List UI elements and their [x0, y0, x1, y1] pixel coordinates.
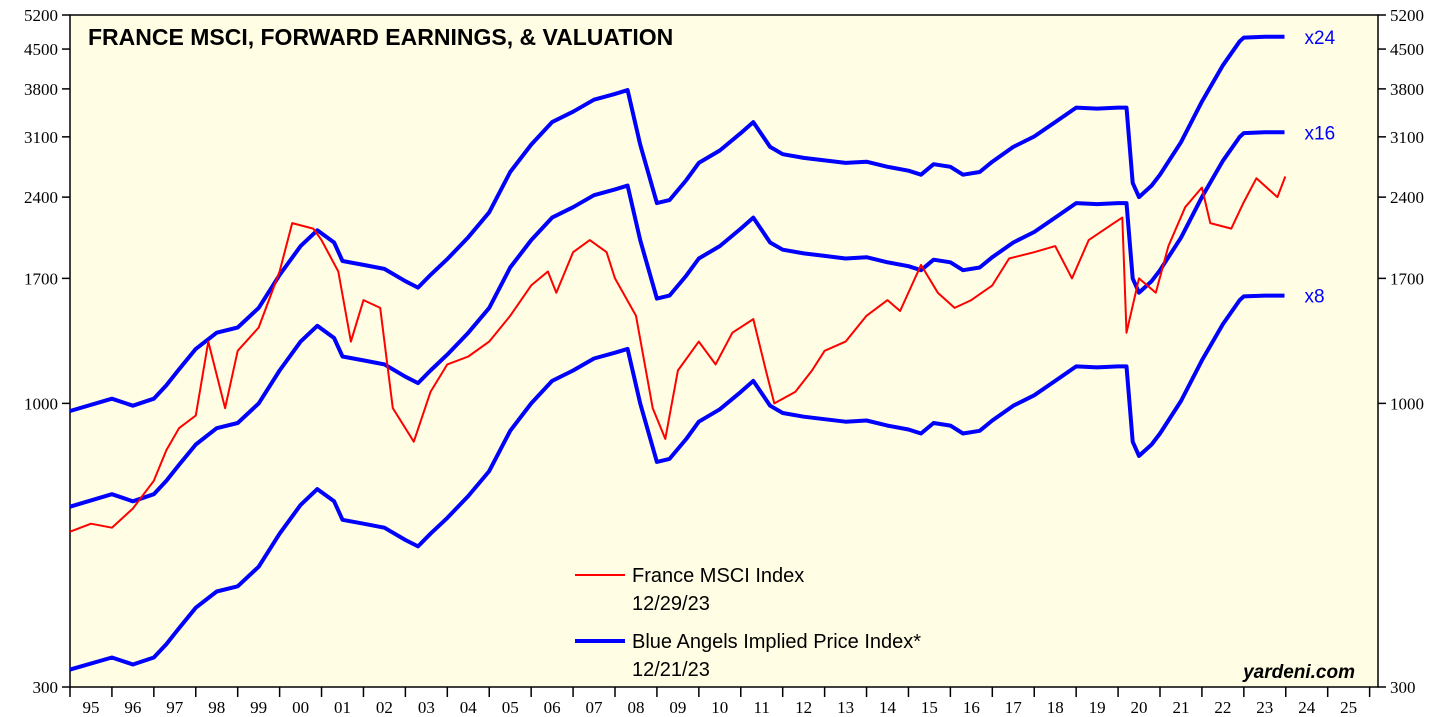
legend-date: 12/21/23	[632, 659, 710, 681]
y2-tick-label: 2400	[1390, 188, 1424, 207]
y2-tick-label: 3100	[1390, 128, 1424, 147]
x-tick-label: 16	[963, 698, 980, 717]
series-end-label: x24	[1305, 28, 1336, 49]
x-tick-label: 21	[1172, 698, 1189, 717]
x-tick-label: 25	[1340, 698, 1357, 717]
y-tick-label: 5200	[24, 6, 58, 25]
x-tick-label: 14	[879, 698, 897, 717]
y2-tick-label: 1700	[1390, 269, 1424, 288]
x-tick-label: 03	[418, 698, 435, 717]
y-tick-label: 300	[33, 678, 59, 697]
plot-area	[69, 14, 1379, 688]
x-tick-label: 18	[1047, 698, 1064, 717]
series-line	[69, 293, 1285, 672]
x-tick-label: 95	[82, 698, 99, 717]
x-tick-label: 02	[376, 698, 393, 717]
y2-tick-label: 3800	[1390, 80, 1424, 99]
legend-label: France MSCI Index	[632, 565, 804, 587]
series-line	[69, 34, 1285, 413]
x-tick-label: 07	[586, 698, 604, 717]
legend-label: Blue Angels Implied Price Index*	[632, 631, 921, 653]
x-tick-label: 98	[208, 698, 225, 717]
x-tick-label: 22	[1214, 698, 1231, 717]
series-line	[69, 176, 1287, 533]
x-tick-label: 04	[460, 698, 478, 717]
y-tick-label: 1700	[24, 269, 58, 288]
y2-tick-label: 5200	[1390, 6, 1424, 25]
series-end-label: x8	[1305, 287, 1325, 308]
x-tick-label: 09	[669, 698, 686, 717]
x-tick-label: 99	[250, 698, 267, 717]
x-tick-label: 08	[627, 698, 644, 717]
x-tick-label: 12	[795, 698, 812, 717]
x-tick-label: 20	[1131, 698, 1148, 717]
x-tick-label: 96	[124, 698, 141, 717]
series-line	[69, 130, 1285, 509]
y-tick-label: 3100	[24, 128, 58, 147]
x-tick-label: 06	[544, 698, 561, 717]
x-tick-label: 17	[1005, 698, 1023, 717]
x-tick-label: 13	[837, 698, 854, 717]
chart-title: FRANCE MSCI, FORWARD EARNINGS, & VALUATI…	[88, 24, 673, 50]
y-tick-label: 2400	[24, 188, 58, 207]
y-tick-label: 4500	[24, 40, 58, 59]
x-tick-label: 05	[502, 698, 519, 717]
y2-tick-label: 4500	[1390, 40, 1424, 59]
x-tick-label: 01	[334, 698, 351, 717]
x-tick-label: 10	[711, 698, 728, 717]
legend-date: 12/29/23	[632, 593, 710, 615]
x-tick-label: 11	[754, 698, 770, 717]
x-tick-label: 19	[1089, 698, 1106, 717]
x-tick-label: 23	[1256, 698, 1273, 717]
x-tick-label: 00	[292, 698, 309, 717]
series-end-label: x16	[1305, 123, 1336, 144]
y-tick-label: 1000	[24, 394, 58, 413]
x-tick-label: 15	[921, 698, 938, 717]
source: yardeni.com	[1242, 662, 1355, 683]
x-tick-label: 97	[166, 698, 184, 717]
x-tick-label: 24	[1298, 698, 1316, 717]
y2-tick-label: 300	[1390, 678, 1416, 697]
y2-tick-label: 1000	[1390, 394, 1424, 413]
y-tick-label: 3800	[24, 80, 58, 99]
